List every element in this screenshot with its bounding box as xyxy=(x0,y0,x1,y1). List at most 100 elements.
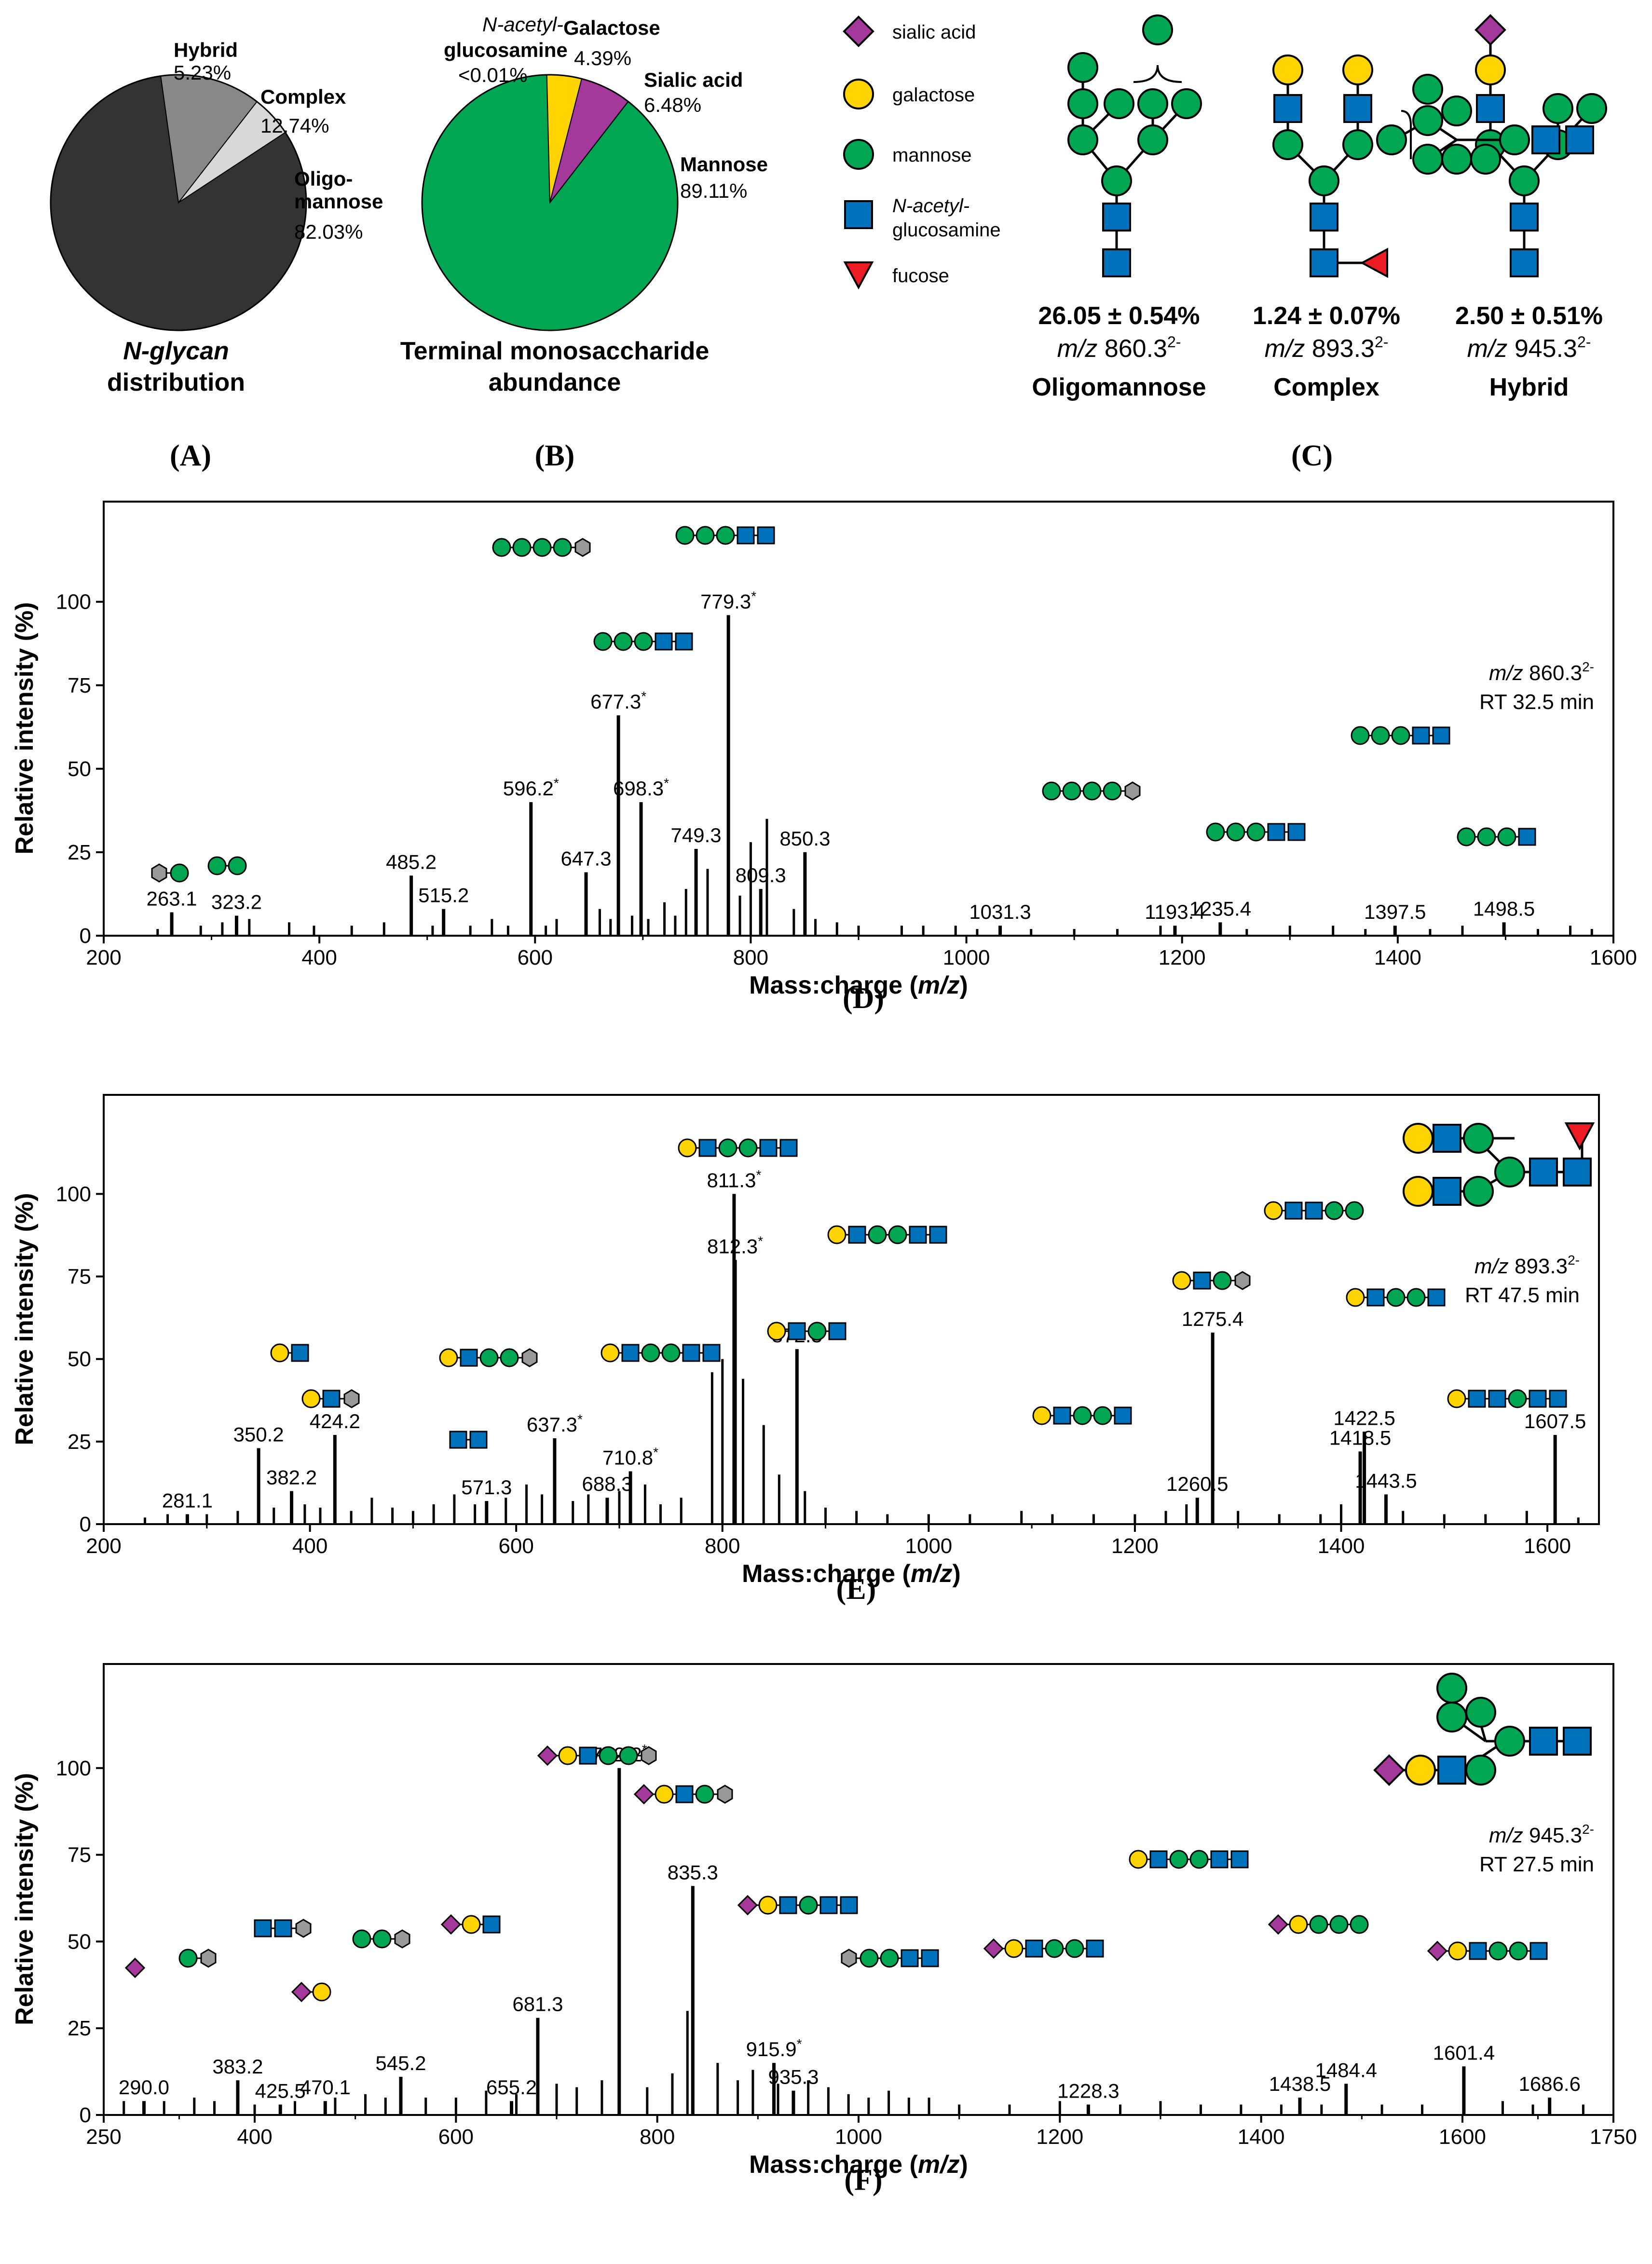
legend-glcnac-icon xyxy=(844,200,873,229)
spec-f-peak-label-12: 1438.5 xyxy=(1269,2073,1331,2095)
spec-f-xtick-label-6: 1400 xyxy=(1238,2125,1285,2149)
spec-f-fragment-835 xyxy=(634,1784,733,1804)
spec-e-xtick-label-0: 200 xyxy=(86,1534,121,1558)
spec-d-precursor-mz: m/z 860.32- xyxy=(1489,659,1594,685)
spec-f-ytick-label-1: 25 xyxy=(68,2017,91,2040)
spec-f-peak-label-2: 425.5 xyxy=(255,2079,306,2102)
spec-e-peak-label-11: 1260.5 xyxy=(1166,1473,1228,1495)
spec-f-frame xyxy=(103,1663,1614,2116)
pie-chart-glycan-distribution xyxy=(50,74,307,331)
spec-e-peak-label-13: 1418.5 xyxy=(1329,1426,1391,1449)
pct-hybrid: 2.50 ± 0.51% xyxy=(1455,302,1603,330)
spec-e-fragment-424 xyxy=(301,1389,360,1408)
spec-f-xtick-label-2: 600 xyxy=(438,2125,474,2149)
legend-label-glcnac-1: N-acetyl- xyxy=(892,195,969,217)
spec-d-peak-label-1: 323.2 xyxy=(211,890,262,913)
spectrum-d: 200 400 600 800 1000 1200 1400 1600 0 25 50 75 100 Ma… xyxy=(11,501,1637,1015)
legend-label-sialic-acid: sialic acid xyxy=(892,22,976,43)
spec-e-ytick-label-2: 50 xyxy=(68,1348,91,1371)
mz-oligomannose: m/z 860.32- xyxy=(1057,333,1181,363)
glycan-complex-structure xyxy=(1273,55,1387,276)
spec-f-peak-label-9: 915.9* xyxy=(746,2036,802,2060)
pct-oligomannose: 26.05 ± 0.54% xyxy=(1038,302,1200,330)
spec-f-peak-label-14: 1601.4 xyxy=(1433,2041,1495,2064)
spec-d-peak-label-2: 485.2 xyxy=(386,850,437,873)
spec-f-peak-label-10: 935.3 xyxy=(768,2066,819,2088)
spec-d-xtick-label-1: 400 xyxy=(301,946,337,969)
spec-e-xtick-label-4: 1000 xyxy=(905,1534,952,1558)
panel-label-c: (C) xyxy=(1291,439,1333,472)
spec-f-fragment-1484 xyxy=(1268,1914,1369,1935)
pie-a-outline xyxy=(50,74,307,331)
spec-f-peak-label-4: 545.2 xyxy=(375,2052,426,2074)
spec-f-xtick-label-7: 1600 xyxy=(1439,2125,1486,2149)
spec-d-peak-label-4: 596.2* xyxy=(503,776,559,800)
panel-label-b: (B) xyxy=(535,439,575,472)
spec-d-peak-label-16: 1498.5 xyxy=(1473,897,1535,920)
mz-hybrid: m/z 945.32- xyxy=(1467,333,1591,363)
spec-f-panel-label: (F) xyxy=(844,2164,882,2196)
legend-label-fucose: fucose xyxy=(892,265,949,286)
spec-d-peak-label-6: 677.3* xyxy=(590,689,646,713)
spec-f-fragment-915 xyxy=(737,1895,858,1915)
spec-e-fragment-1422 xyxy=(1264,1201,1364,1220)
spec-e-peak-label-1: 350.2 xyxy=(233,1423,284,1446)
spec-d-fragment-1498 xyxy=(1457,827,1536,846)
spec-f-fragment-470 xyxy=(291,1982,331,2002)
spec-e-peak-label-14: 1422.5 xyxy=(1333,1406,1395,1429)
spec-e-fragment-1607 xyxy=(1447,1389,1567,1408)
spec-d-precursor-rt: RT 32.5 min xyxy=(1479,690,1594,714)
spec-e-precursor-mz: m/z 893.32- xyxy=(1475,1253,1580,1278)
pie-b-pct-man: 89.11% xyxy=(680,179,747,202)
spec-f-fragment-425 xyxy=(254,1919,312,1938)
pie-b-pct-gal: 4.39% xyxy=(574,47,631,69)
pie-b-label-glcnac2: glucosamine xyxy=(444,39,568,61)
spec-d-xtick-label-5: 1200 xyxy=(1159,946,1206,969)
spec-d-panel-label: (D) xyxy=(843,982,884,1015)
spec-f-xtick-label-1: 400 xyxy=(237,2125,272,2149)
spec-e-ytick-label-0: 0 xyxy=(80,1513,91,1536)
precursor-glycan-f xyxy=(1375,1674,1591,1785)
spec-e-fragment-1418 xyxy=(1346,1288,1446,1307)
type-complex: Complex xyxy=(1273,373,1379,401)
spec-f-peak-label-6: 681.3 xyxy=(512,1993,563,2016)
glycan-oligomannose-structure xyxy=(1068,15,1201,276)
legend-label-mannose: mannose xyxy=(892,145,972,166)
spec-d-peak-label-13: 1193.4 xyxy=(1145,900,1205,923)
pie-a-pct-complex: 12.74% xyxy=(260,114,329,137)
spec-d-peak-label-15: 1397.5 xyxy=(1364,900,1426,923)
spec-e-xtick-label-2: 600 xyxy=(498,1534,533,1558)
spec-d-fragment-1397 xyxy=(1351,726,1450,745)
legend-label-galactose: galactose xyxy=(892,84,975,106)
spec-d-fragment-323 xyxy=(207,856,247,875)
pie-a-label-oligo2: mannose xyxy=(294,190,383,213)
spec-e-peak-label-9: 812.3* xyxy=(707,1233,763,1257)
spec-d-xtick-label-7: 1600 xyxy=(1590,946,1637,969)
spec-d-peak-label-5: 647.3 xyxy=(560,847,611,870)
spec-d-xtick-label-0: 200 xyxy=(86,946,121,969)
spec-d-peak-label-3: 515.2 xyxy=(418,884,469,907)
spec-f-fragment-1686 xyxy=(1427,1941,1548,1961)
pie-b-outline xyxy=(421,74,679,331)
type-oligomannose: Oligomannose xyxy=(1032,373,1206,401)
spec-f-ytick-label-2: 50 xyxy=(68,1930,91,1953)
spec-f-peak-label-5: 655.2 xyxy=(486,2076,537,2099)
spec-f-fragment-655 xyxy=(441,1914,501,1935)
spec-e-peak-label-7: 710.8* xyxy=(602,1445,658,1469)
precursor-glycan-d xyxy=(1377,75,1593,174)
spec-d-xlabel: Mass:charge (m/z) xyxy=(749,971,968,999)
pct-complex: 1.24 ± 0.07% xyxy=(1253,302,1400,330)
spec-e-xtick-label-3: 800 xyxy=(705,1534,740,1558)
pie-a-title-2: distribution xyxy=(107,368,245,396)
spec-e-xtick-label-5: 1200 xyxy=(1111,1534,1159,1558)
spec-f-xtick-label-3: 800 xyxy=(640,2125,675,2149)
pie-b-title-1: Terminal monosaccharide xyxy=(400,337,710,365)
spec-f-ytick-label-0: 0 xyxy=(80,2103,91,2127)
spec-e-fragment-1260 xyxy=(1032,1406,1132,1425)
spec-f-precursor-rt: RT 27.5 min xyxy=(1479,1853,1594,1876)
spec-d-peak-label-10: 809.3 xyxy=(736,864,786,887)
spec-d-ylabel: Relative intensity (%) xyxy=(11,602,39,854)
spec-e-peak-label-16: 1607.5 xyxy=(1524,1410,1586,1432)
pie-a-label-hybrid: Hybrid xyxy=(174,39,238,61)
spec-e-fragment-637 xyxy=(439,1348,538,1367)
